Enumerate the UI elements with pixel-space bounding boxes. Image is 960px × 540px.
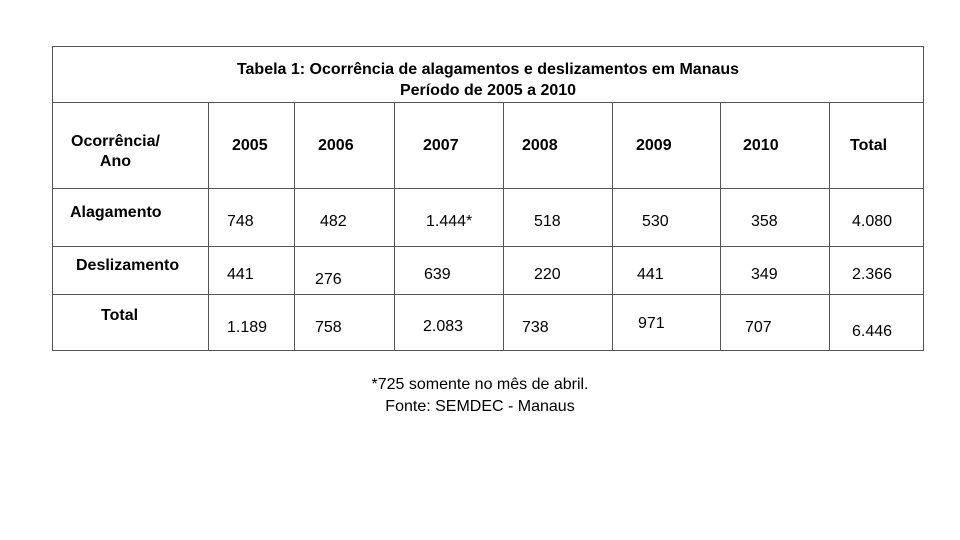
grid-col-line <box>208 102 209 350</box>
header-col-2010: 2010 <box>743 137 779 154</box>
header-corner: Ocorrência/ Ano <box>71 132 160 172</box>
header-col-2009: 2009 <box>636 137 672 154</box>
grid-line-row3-top <box>53 294 923 295</box>
table-cell: 441 <box>227 266 254 283</box>
table-cell: 639 <box>424 266 451 283</box>
header-corner-line1: Ocorrência/ <box>71 133 160 150</box>
header-col-2006: 2006 <box>318 137 354 154</box>
grid-col-line <box>503 102 504 350</box>
table-cell: 518 <box>534 213 561 230</box>
table-cell: 1.189 <box>227 319 268 336</box>
table-cell: 1.444* <box>426 213 473 230</box>
grid-line-row1-top <box>53 188 923 189</box>
table-title-line1: Tabela 1: Ocorrência de alagamentos e de… <box>236 61 740 78</box>
grid-line-header-top <box>53 102 923 103</box>
table-cell: 220 <box>534 266 561 283</box>
grid-col-line <box>720 102 721 350</box>
header-col-2005: 2005 <box>232 137 268 154</box>
table-cell: 441 <box>637 266 664 283</box>
table-cell: 358 <box>751 213 778 230</box>
table-cell: 276 <box>315 271 342 288</box>
table-cell: 2.366 <box>852 266 893 283</box>
grid-line-row2-top <box>53 246 923 247</box>
grid-col-line <box>612 102 613 350</box>
table-cell: 349 <box>751 266 778 283</box>
table-cell: 758 <box>315 319 342 336</box>
table-cell: 707 <box>745 319 772 336</box>
row-label-deslizamento: Deslizamento <box>76 257 180 274</box>
header-col-2008: 2008 <box>522 137 558 154</box>
table-cell: 748 <box>227 213 254 230</box>
header-col-total: Total <box>850 137 888 154</box>
grid-col-line <box>294 102 295 350</box>
table-title: Tabela 1: Ocorrência de alagamentos e de… <box>53 59 923 101</box>
row-label-total: Total <box>101 307 139 324</box>
table-cell: 482 <box>320 213 347 230</box>
grid-col-line <box>394 102 395 350</box>
header-corner-line2: Ano <box>99 153 132 170</box>
source-note: Fonte: SEMDEC - Manaus <box>385 398 575 415</box>
table-cell: 2.083 <box>423 318 464 335</box>
table-cell: 530 <box>642 213 669 230</box>
table-cell: 4.080 <box>852 213 893 230</box>
table-title-line2: Período de 2005 a 2010 <box>399 82 577 99</box>
grid-col-line <box>829 102 830 350</box>
table-cell: 971 <box>638 315 665 332</box>
table-cell: 738 <box>522 319 549 336</box>
row-label-alagamento: Alagamento <box>70 204 162 221</box>
header-col-2007: 2007 <box>423 137 459 154</box>
table-cell: 6.446 <box>852 323 893 340</box>
data-table: Tabela 1: Ocorrência de alagamentos e de… <box>52 46 924 351</box>
footnote: *725 somente no mês de abril. <box>371 376 589 393</box>
